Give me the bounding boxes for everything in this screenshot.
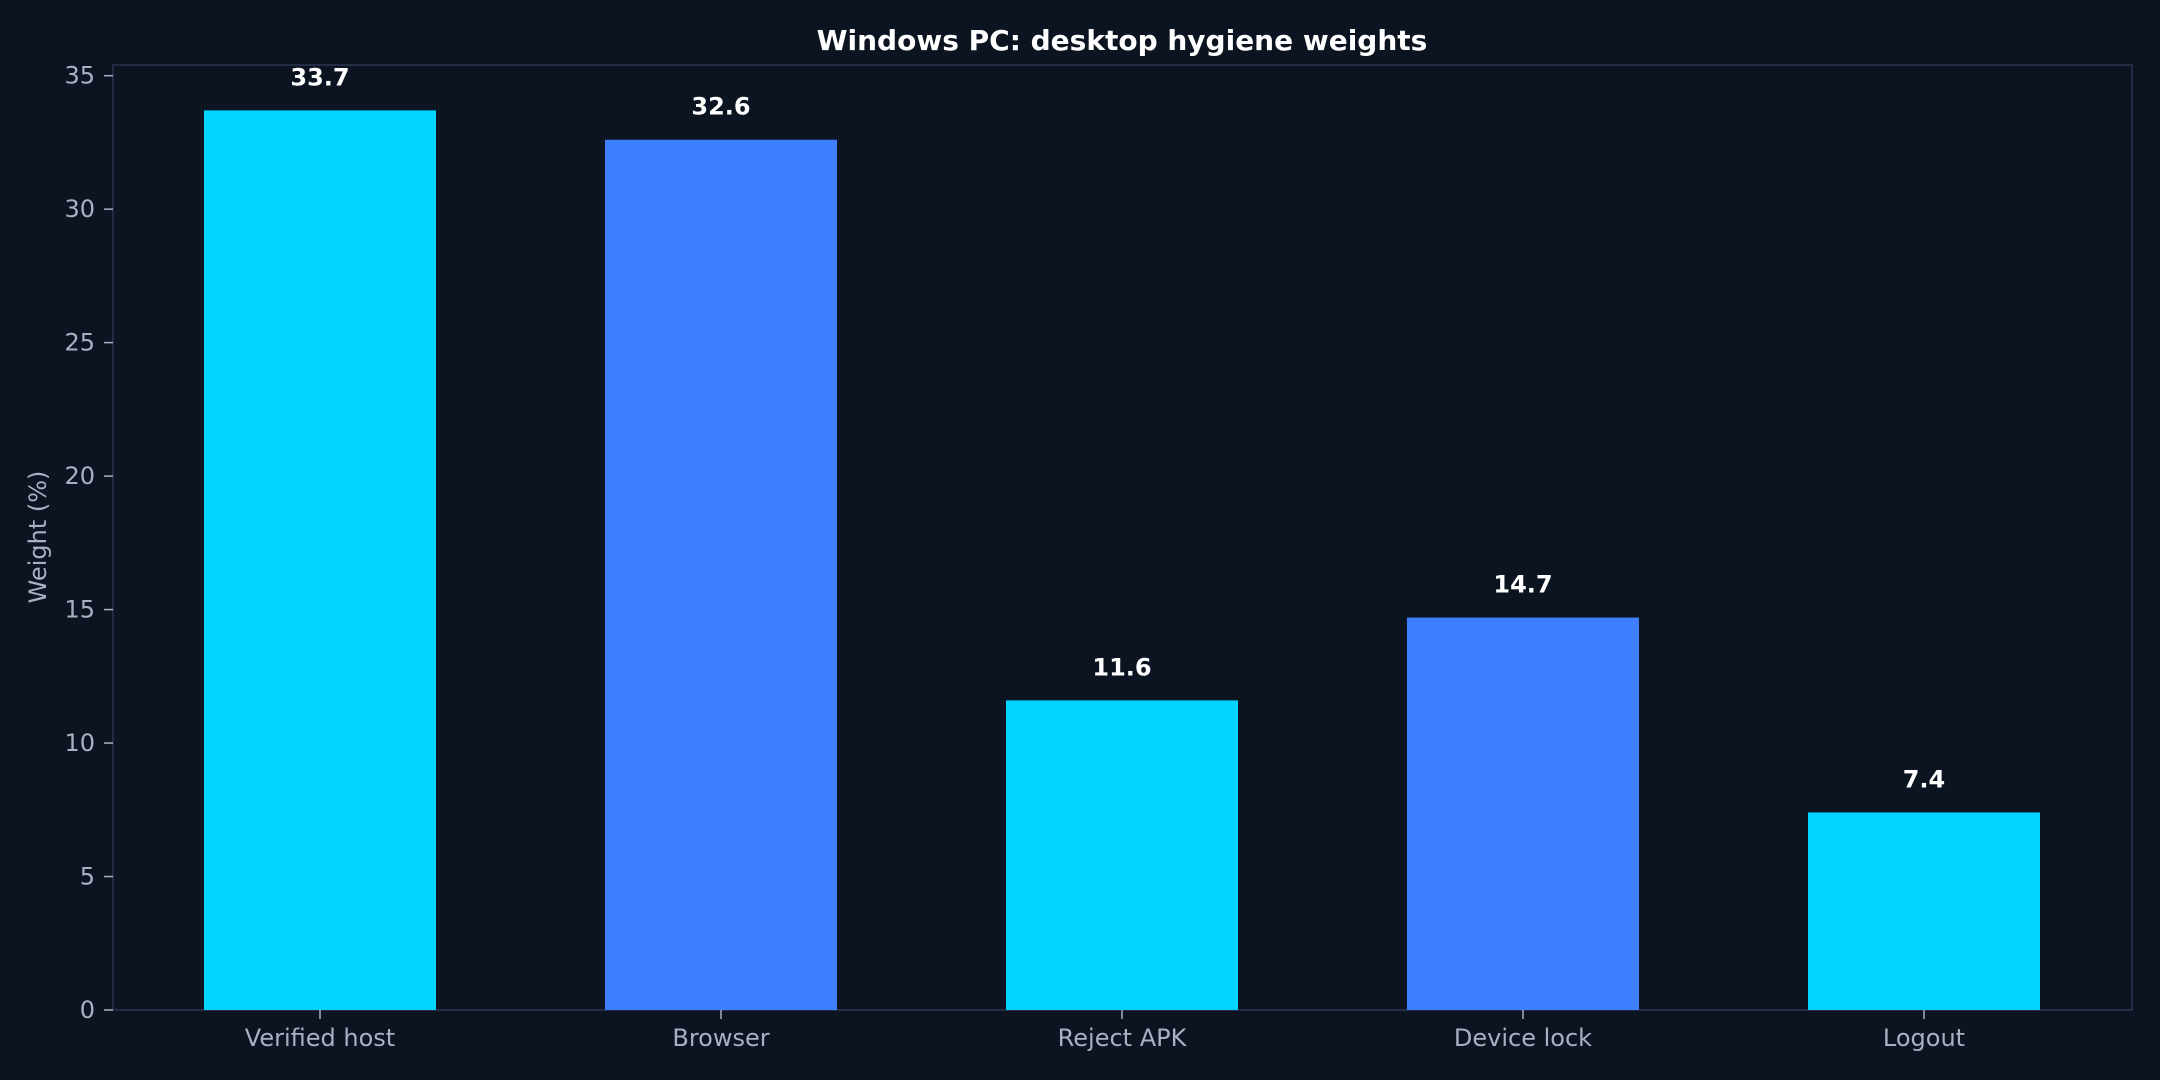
y-axis-label: Weight (%) bbox=[24, 471, 52, 604]
bar bbox=[204, 110, 436, 1011]
y-tick-label: 5 bbox=[80, 863, 95, 891]
bar bbox=[1808, 812, 2040, 1010]
bar bbox=[1006, 700, 1238, 1010]
y-tick-label: 25 bbox=[64, 329, 95, 357]
x-tick-label: Reject APK bbox=[1058, 1024, 1188, 1052]
bar-value-label: 32.6 bbox=[691, 93, 750, 121]
bars-layer: 33.7 32.6 11.6 14.7 7.4 bbox=[204, 63, 2040, 1011]
bar-value-label: 7.4 bbox=[1903, 765, 1946, 793]
x-axis-ticks: Verified host Browser Reject APK Device loc… bbox=[245, 1010, 1965, 1052]
y-tick-label: 0 bbox=[80, 996, 95, 1024]
x-tick-label: Logout bbox=[1883, 1024, 1965, 1052]
y-tick-label: 20 bbox=[64, 462, 95, 490]
chart-title: Windows PC: desktop hygiene weights bbox=[817, 24, 1428, 57]
bar bbox=[605, 139, 837, 1011]
bar-value-label: 14.7 bbox=[1493, 571, 1552, 599]
bar-value-label: 11.6 bbox=[1092, 653, 1151, 681]
y-tick-label: 15 bbox=[64, 596, 95, 624]
y-tick-label: 10 bbox=[64, 729, 95, 757]
x-tick-label: Browser bbox=[672, 1024, 769, 1052]
bar bbox=[1407, 617, 1639, 1010]
y-axis-ticks: 0 5 10 15 20 25 30 35 bbox=[64, 62, 113, 1024]
y-tick-label: 35 bbox=[64, 62, 95, 90]
y-tick-label: 30 bbox=[64, 195, 95, 223]
x-tick-label: Verified host bbox=[245, 1024, 395, 1052]
x-tick-label: Device lock bbox=[1454, 1024, 1592, 1052]
bar-value-label: 33.7 bbox=[290, 63, 349, 91]
